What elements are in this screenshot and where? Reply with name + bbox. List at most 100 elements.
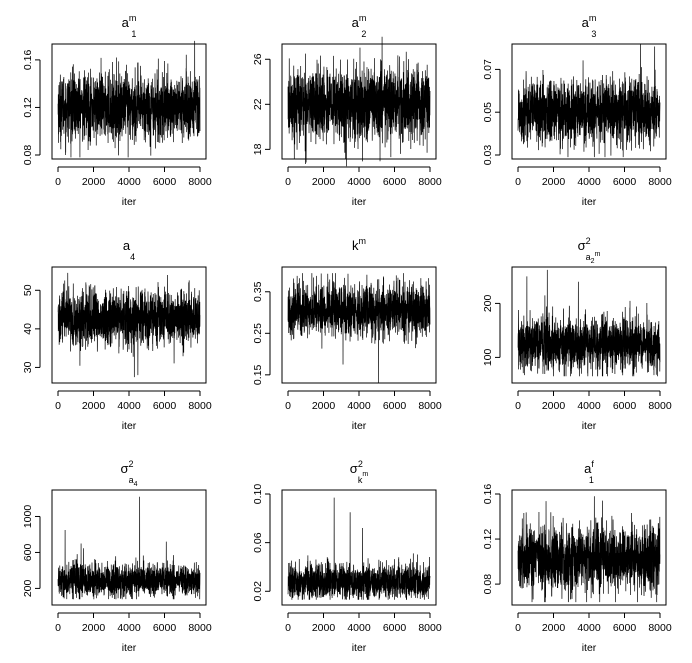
x-tick-label: 8000 bbox=[648, 400, 672, 412]
x-tick-label: 0 bbox=[515, 622, 521, 634]
y-tick-label: 50 bbox=[22, 284, 34, 296]
panel-title: af 1 bbox=[584, 459, 594, 485]
panel-title: σ2 a2m bbox=[578, 236, 601, 265]
trace-panel-9: 0 2000 4000 6000 8000 iter 0.08 0.12 0.16 af 1 bbox=[482, 459, 672, 654]
trace-line-1 bbox=[57, 40, 201, 158]
x-tick-label: 6000 bbox=[613, 400, 637, 412]
panel-title: am 2 bbox=[352, 13, 367, 39]
x-tick-label: 6000 bbox=[153, 400, 177, 412]
x-axis-label: iter bbox=[122, 642, 137, 654]
trace-panel-7: 0 2000 4000 6000 8000 iter 200 600 1000 σ2 a4 bbox=[22, 459, 212, 654]
plot-frame bbox=[51, 266, 207, 384]
x-axis-label: iter bbox=[352, 196, 367, 208]
x-tick-label: 2000 bbox=[542, 400, 566, 412]
x-tick-label: 2000 bbox=[82, 400, 106, 412]
x-tick-label: 6000 bbox=[383, 176, 407, 188]
trace-line-9 bbox=[517, 496, 661, 603]
y-tick-label: 200 bbox=[482, 294, 494, 312]
y-tick-label: 0.16 bbox=[22, 50, 34, 71]
trace-line-3 bbox=[517, 43, 661, 158]
x-tick-label: 0 bbox=[55, 176, 61, 188]
x-tick-label: 0 bbox=[515, 400, 521, 412]
x-tick-label: 8000 bbox=[418, 176, 442, 188]
plot-frame bbox=[51, 43, 207, 160]
trace-line-6 bbox=[517, 269, 661, 377]
x-tick-label: 8000 bbox=[188, 622, 212, 634]
x-tick-label: 6000 bbox=[153, 622, 177, 634]
y-tick-label: 0.12 bbox=[22, 97, 34, 118]
y-tick-label: 22 bbox=[252, 98, 264, 110]
trace-panel-5: 0 2000 4000 6000 8000 iter 0.15 0.25 0.35 km bbox=[252, 236, 442, 432]
trace-panel-1: 0 2000 4000 6000 8000 iter 0.08 0.12 0.16 am 1 bbox=[22, 13, 212, 208]
x-tick-label: 8000 bbox=[648, 622, 672, 634]
y-tick-label: 0.06 bbox=[252, 532, 264, 553]
x-tick-label: 8000 bbox=[188, 400, 212, 412]
y-tick-label: 40 bbox=[22, 323, 34, 335]
plot-frame bbox=[511, 489, 667, 606]
plot-frame bbox=[281, 489, 437, 606]
x-tick-label: 2000 bbox=[82, 622, 106, 634]
x-tick-label: 0 bbox=[55, 622, 61, 634]
x-axis-label: iter bbox=[582, 196, 597, 208]
y-tick-label: 0.10 bbox=[252, 484, 264, 505]
x-tick-label: 0 bbox=[285, 176, 291, 188]
x-tick-label: 4000 bbox=[117, 400, 141, 412]
x-tick-label: 4000 bbox=[577, 176, 601, 188]
x-tick-label: 0 bbox=[285, 400, 291, 412]
y-tick-label: 1000 bbox=[22, 505, 34, 529]
y-tick-label: 0.16 bbox=[482, 484, 494, 505]
x-tick-label: 6000 bbox=[613, 176, 637, 188]
plot-frame bbox=[51, 489, 207, 606]
trace-line-4 bbox=[57, 272, 201, 378]
panel-title: km bbox=[352, 236, 366, 253]
trace-panel-6: 0 2000 4000 6000 8000 iter 100 200 σ2 a2m bbox=[482, 236, 672, 432]
trace-panel-2: 0 2000 4000 6000 8000 iter 18 22 26 am 2 bbox=[252, 13, 442, 208]
trace-panel-4: 0 2000 4000 6000 8000 iter 30 40 50 a4 bbox=[22, 238, 212, 432]
x-tick-label: 4000 bbox=[117, 622, 141, 634]
x-tick-label: 6000 bbox=[153, 176, 177, 188]
plot-frame bbox=[511, 266, 667, 384]
x-tick-label: 0 bbox=[285, 622, 291, 634]
x-tick-label: 4000 bbox=[347, 400, 371, 412]
x-axis-label: iter bbox=[122, 196, 137, 208]
x-tick-label: 8000 bbox=[648, 176, 672, 188]
trace-line-2 bbox=[287, 36, 431, 167]
y-tick-label: 200 bbox=[22, 579, 34, 597]
x-tick-label: 4000 bbox=[347, 622, 371, 634]
x-tick-label: 4000 bbox=[577, 400, 601, 412]
y-tick-label: 0.03 bbox=[482, 145, 494, 166]
y-tick-label: 100 bbox=[482, 348, 494, 366]
panel-title: am 1 bbox=[122, 13, 137, 39]
plot-frame bbox=[511, 43, 667, 160]
x-tick-label: 6000 bbox=[383, 622, 407, 634]
y-tick-label: 30 bbox=[22, 361, 34, 373]
y-tick-label: 600 bbox=[22, 544, 34, 562]
panel-title: σ2 km bbox=[350, 459, 369, 485]
x-axis-label: iter bbox=[352, 420, 367, 432]
y-tick-label: 0.07 bbox=[482, 59, 494, 80]
y-tick-label: 0.35 bbox=[252, 281, 264, 302]
x-tick-label: 8000 bbox=[418, 400, 442, 412]
x-tick-label: 6000 bbox=[383, 400, 407, 412]
x-tick-label: 4000 bbox=[577, 622, 601, 634]
y-tick-label: 18 bbox=[252, 143, 264, 155]
x-tick-label: 8000 bbox=[418, 622, 442, 634]
y-tick-label: 0.05 bbox=[482, 102, 494, 123]
trace-line-5 bbox=[287, 273, 431, 384]
y-tick-label: 0.12 bbox=[482, 529, 494, 550]
x-tick-label: 2000 bbox=[312, 622, 336, 634]
trace-line-8 bbox=[287, 497, 431, 600]
x-axis-label: iter bbox=[582, 642, 597, 654]
trace-line-7 bbox=[57, 496, 201, 600]
y-tick-label: 0.08 bbox=[22, 145, 34, 166]
x-tick-label: 0 bbox=[55, 400, 61, 412]
panel-title: σ2 a4 bbox=[121, 459, 138, 488]
x-axis-label: iter bbox=[582, 420, 597, 432]
x-tick-label: 6000 bbox=[613, 622, 637, 634]
y-tick-label: 0.15 bbox=[252, 364, 264, 385]
plot-frame bbox=[281, 43, 437, 160]
x-tick-label: 2000 bbox=[312, 400, 336, 412]
x-axis-label: iter bbox=[352, 642, 367, 654]
y-tick-label: 0.08 bbox=[482, 574, 494, 595]
